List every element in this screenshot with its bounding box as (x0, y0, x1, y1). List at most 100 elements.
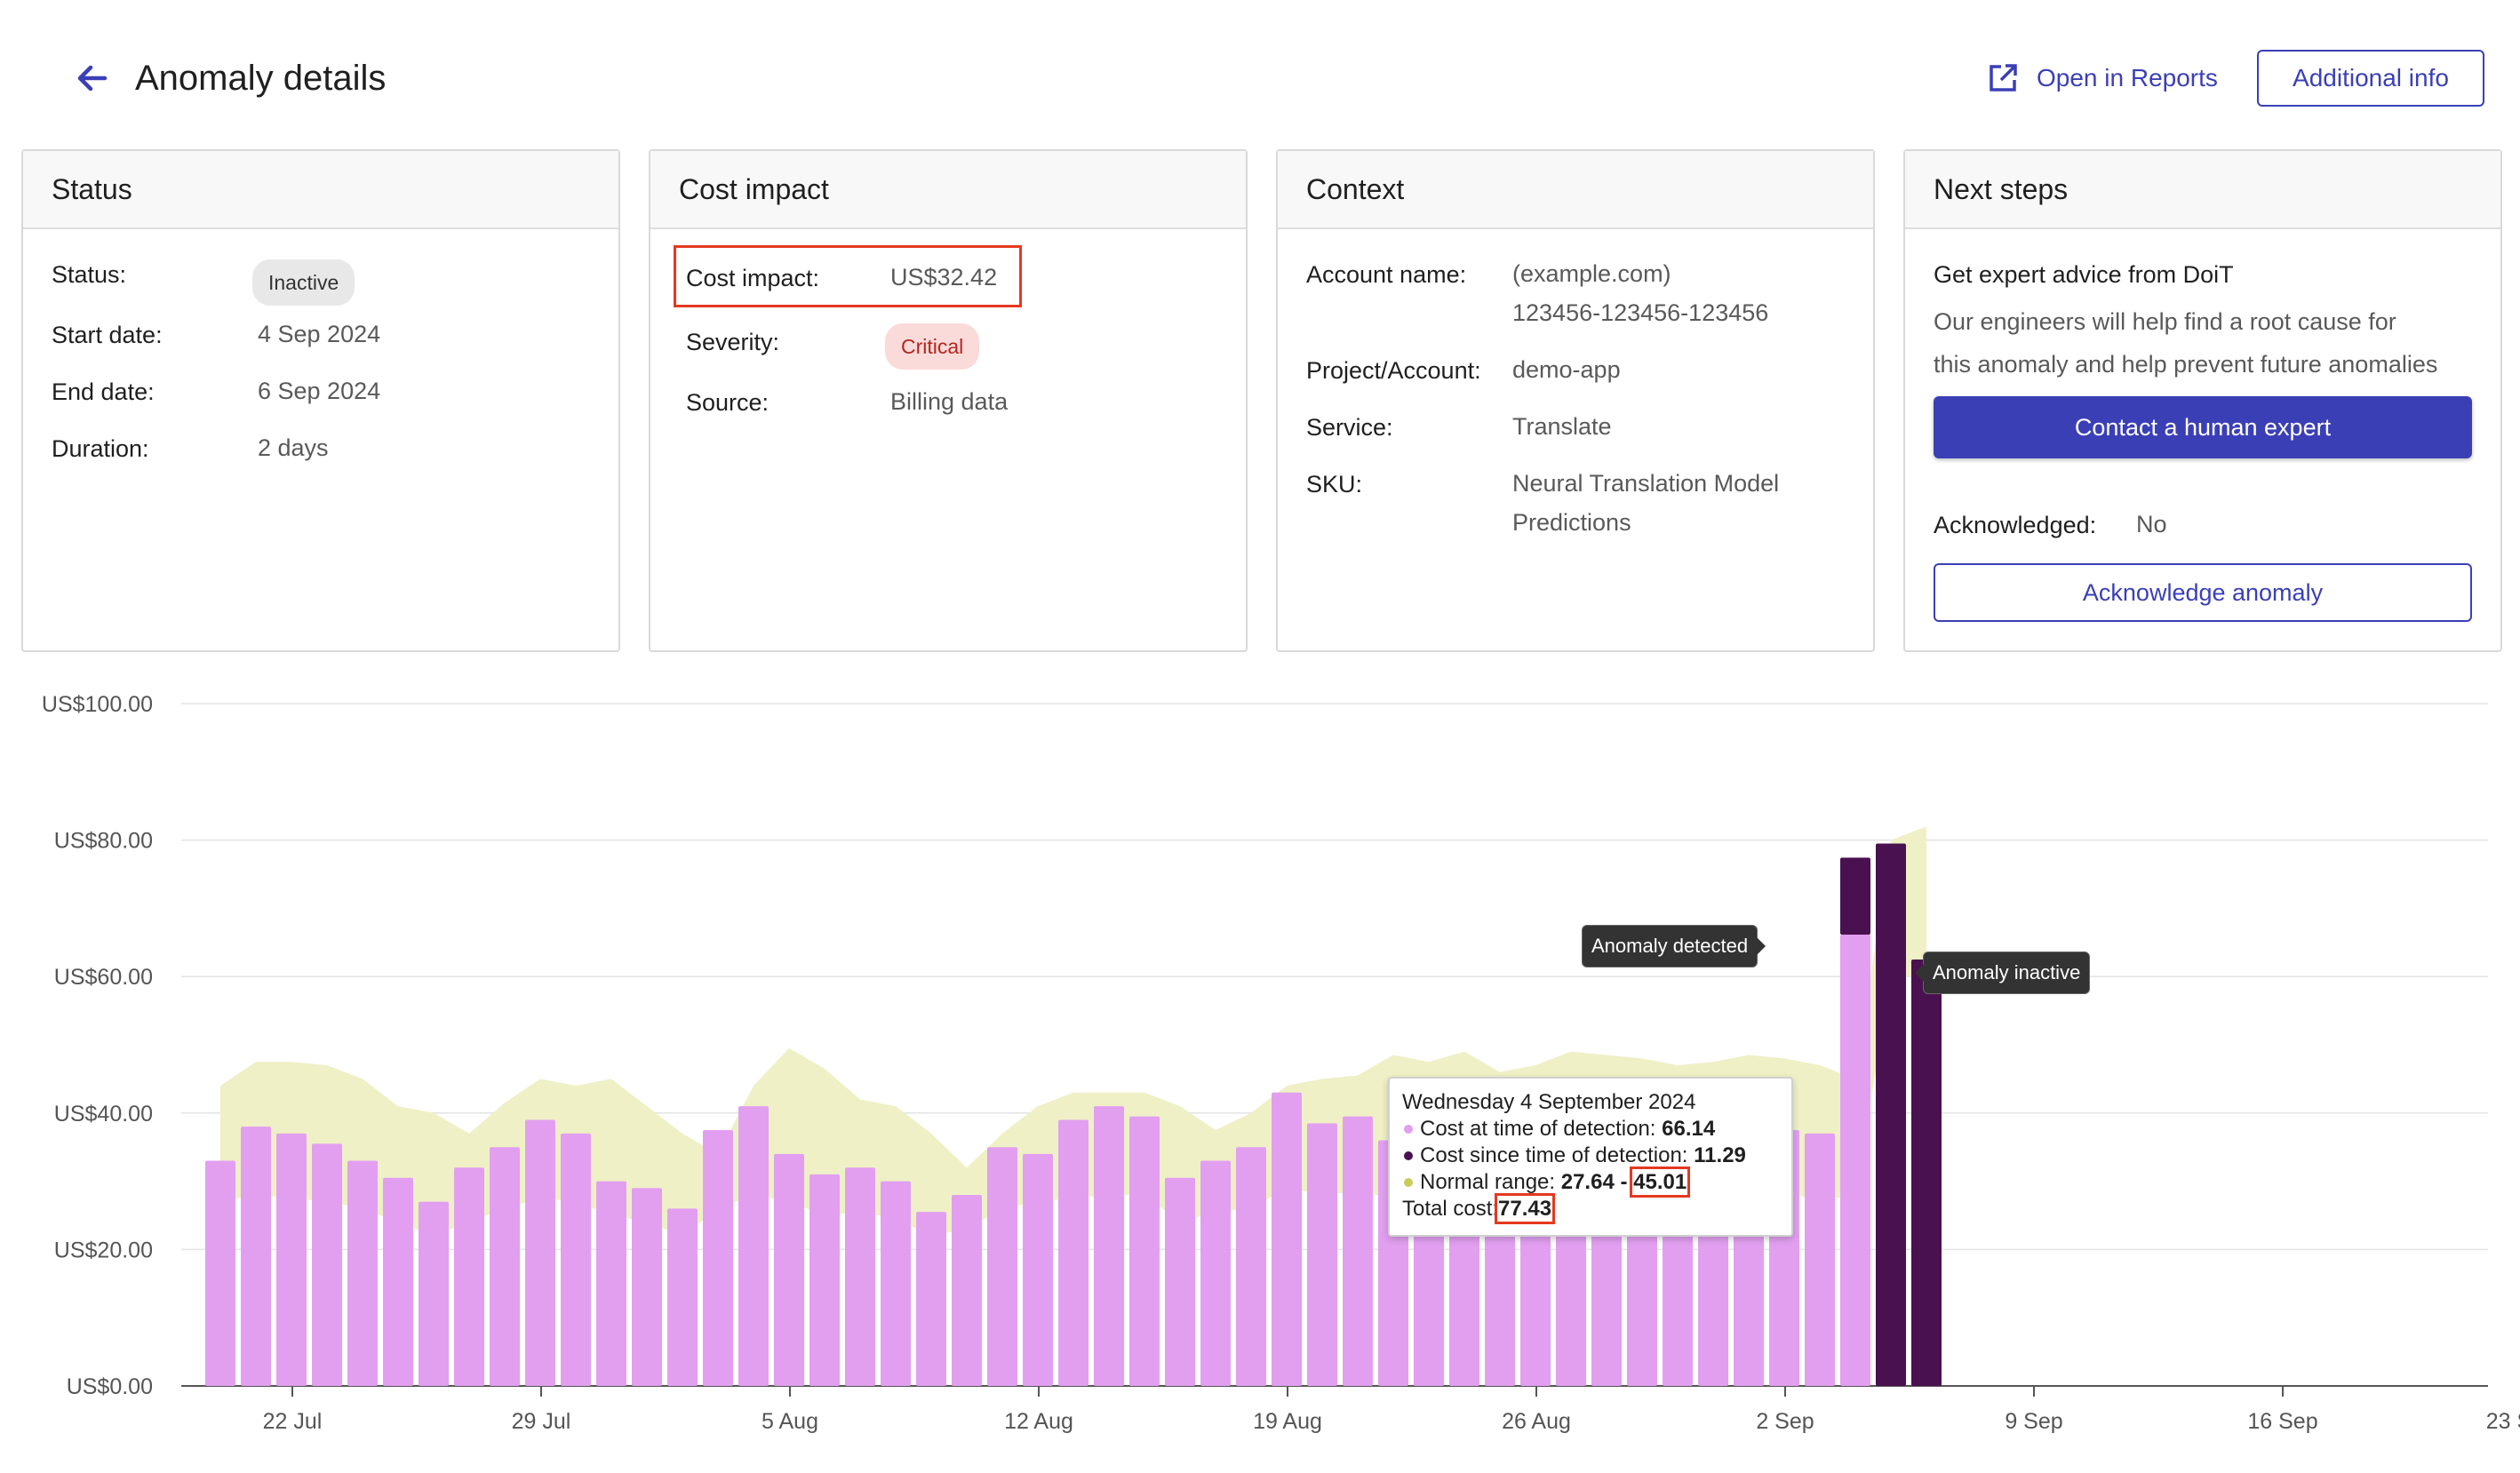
y-tick-label: US$20.00 (54, 1238, 153, 1262)
cost-bar (809, 1174, 840, 1386)
next-steps-card-title: Next steps (1905, 151, 2500, 229)
cost-bar (1307, 1123, 1337, 1386)
tooltip-range-label: Normal range: (1420, 1170, 1561, 1194)
cost-bar (1094, 1106, 1124, 1386)
sku-label: SKU: (1306, 471, 1363, 498)
cost-bar (916, 1212, 946, 1386)
cost-bar (205, 1160, 235, 1386)
cost-bar (561, 1133, 591, 1386)
additional-info-button[interactable]: Additional info (2257, 50, 2484, 107)
status-card: Status Status: Inactive Start date: 4 Se… (21, 149, 620, 652)
x-tick-label: 2 Sep (1756, 1409, 1814, 1434)
tooltip-since-row: Cost since time of detection: 11.29 (1402, 1143, 1779, 1169)
x-tick-label: 5 Aug (762, 1409, 818, 1434)
y-tick-label: US$40.00 (54, 1102, 153, 1127)
open-in-reports-link[interactable]: Open in Reports (1987, 59, 2218, 98)
tooltip-range-high: 45.01 (1630, 1166, 1691, 1198)
tooltip-range-sep: - (1614, 1170, 1634, 1194)
tooltip-detect-label: Cost at time of detection: (1420, 1117, 1663, 1141)
chart-tooltip: Wednesday 4 September 2024 Cost at time … (1388, 1077, 1793, 1237)
service-label: Service: (1306, 414, 1393, 441)
severity-badge: Critical (885, 323, 980, 370)
cost-bar (490, 1147, 520, 1386)
duration-value: 2 days (258, 434, 329, 461)
start-date-value: 4 Sep 2024 (258, 321, 381, 347)
cost-bar (667, 1208, 698, 1386)
end-date-label: End date: (52, 378, 155, 405)
cost-bar (454, 1167, 484, 1386)
x-tick-label: 29 Jul (512, 1409, 571, 1434)
y-tick-label: US$100.00 (42, 692, 153, 717)
cost-bar (1272, 1092, 1302, 1386)
project-value: demo-app (1512, 356, 1621, 383)
cost-bar (1343, 1116, 1373, 1386)
cost-bar (347, 1160, 378, 1386)
cost-bar (845, 1167, 875, 1386)
project-label: Project/Account: (1306, 357, 1481, 384)
cost-impact-card-title: Cost impact (650, 151, 1246, 229)
source-label: Source: (686, 389, 770, 416)
x-tick-label: 26 Aug (1502, 1409, 1571, 1434)
cost-impact-label: Cost impact: (686, 265, 820, 291)
end-date-value: 6 Sep 2024 (258, 378, 381, 404)
open-in-new-icon (1990, 64, 2017, 92)
cost-chart: US$0.00 US$20.00 US$40.00 US$60.00 US$80.00 U… (0, 675, 2520, 1473)
cost-bar (1805, 1133, 1835, 1386)
cost-bar (419, 1201, 449, 1386)
back-arrow-icon[interactable] (69, 55, 116, 101)
detection-dot-icon (1404, 1124, 1413, 1134)
account-id-value: 123456-123456-123456 (1512, 299, 1769, 326)
cost-bar (1023, 1153, 1053, 1386)
cost-bar (632, 1188, 662, 1386)
tooltip-range-low: 27.64 (1560, 1170, 1615, 1194)
x-tick-label: 19 Aug (1253, 1409, 1322, 1434)
next-steps-card: Next steps Get expert advice from DoiT O… (1903, 149, 2502, 652)
cost-impact-highlight (674, 245, 1022, 307)
open-in-reports-label: Open in Reports (2037, 64, 2218, 92)
cost-bar (276, 1133, 307, 1386)
since-dot-icon (1404, 1151, 1413, 1160)
cost-bar (1840, 935, 1870, 1386)
x-tick-label: 16 Sep (2247, 1409, 2317, 1434)
context-card: Context Account name: (example.com) 1234… (1276, 149, 1875, 652)
account-name-value: (example.com) (1512, 260, 1671, 287)
cost-bar (525, 1119, 555, 1386)
account-name-label: Account name: (1306, 261, 1467, 288)
status-card-title: Status (23, 151, 618, 229)
y-tick-label: US$80.00 (54, 829, 153, 854)
cost-bar (703, 1130, 733, 1386)
acknowledge-anomaly-button[interactable]: Acknowledge anomaly (1934, 563, 2472, 622)
status-badge: Inactive (252, 259, 355, 306)
acknowledged-label: Acknowledged: (1934, 512, 2097, 538)
anomaly-inactive-annotation: Anomaly inactive (1914, 951, 2091, 994)
page-title: Anomaly details (135, 59, 387, 98)
tooltip-date: Wednesday 4 September 2024 (1402, 1090, 1696, 1114)
x-tick-label: 9 Sep (2005, 1409, 2062, 1434)
expert-advice-desc: Our engineers will help find a root caus… (1934, 308, 2396, 335)
contact-expert-button[interactable]: Contact a human expert (1934, 396, 2472, 458)
sku-value: Neural Translation Model (1512, 470, 1780, 497)
cost-bar (241, 1127, 271, 1386)
cost-bar (987, 1147, 1017, 1386)
duration-label: Duration: (52, 435, 149, 462)
sku-value-line2: Predictions (1512, 509, 1631, 536)
cost-chart-svg: US$0.00 US$20.00 US$40.00 US$60.00 US$80.00 U… (42, 692, 2520, 1434)
cost-bar (952, 1194, 982, 1386)
cost-bar (383, 1177, 413, 1386)
cost-bar (1200, 1160, 1231, 1386)
tooltip-total-row: Total cost:77.43 (1402, 1193, 1779, 1224)
x-tick-label: 22 Jul (263, 1409, 323, 1434)
tooltip-total-label: Total cost: (1402, 1197, 1499, 1221)
severity-label: Severity: (686, 329, 780, 355)
y-tick-label: US$0.00 (67, 1374, 153, 1399)
tooltip-since-value: 11.29 (1694, 1143, 1746, 1167)
cost-bar (596, 1181, 626, 1386)
tooltip-total-value: 77.43 (1495, 1193, 1556, 1224)
cost-bar (774, 1153, 804, 1386)
anomaly-bar (1911, 959, 1942, 1386)
anomaly-bar (1840, 857, 1870, 936)
range-dot-icon (1404, 1177, 1413, 1187)
y-tick-label: US$60.00 (54, 965, 153, 990)
cost-bar (1236, 1147, 1266, 1386)
tooltip-range-row: Normal range: 27.64 - 45.01 (1402, 1166, 1779, 1198)
